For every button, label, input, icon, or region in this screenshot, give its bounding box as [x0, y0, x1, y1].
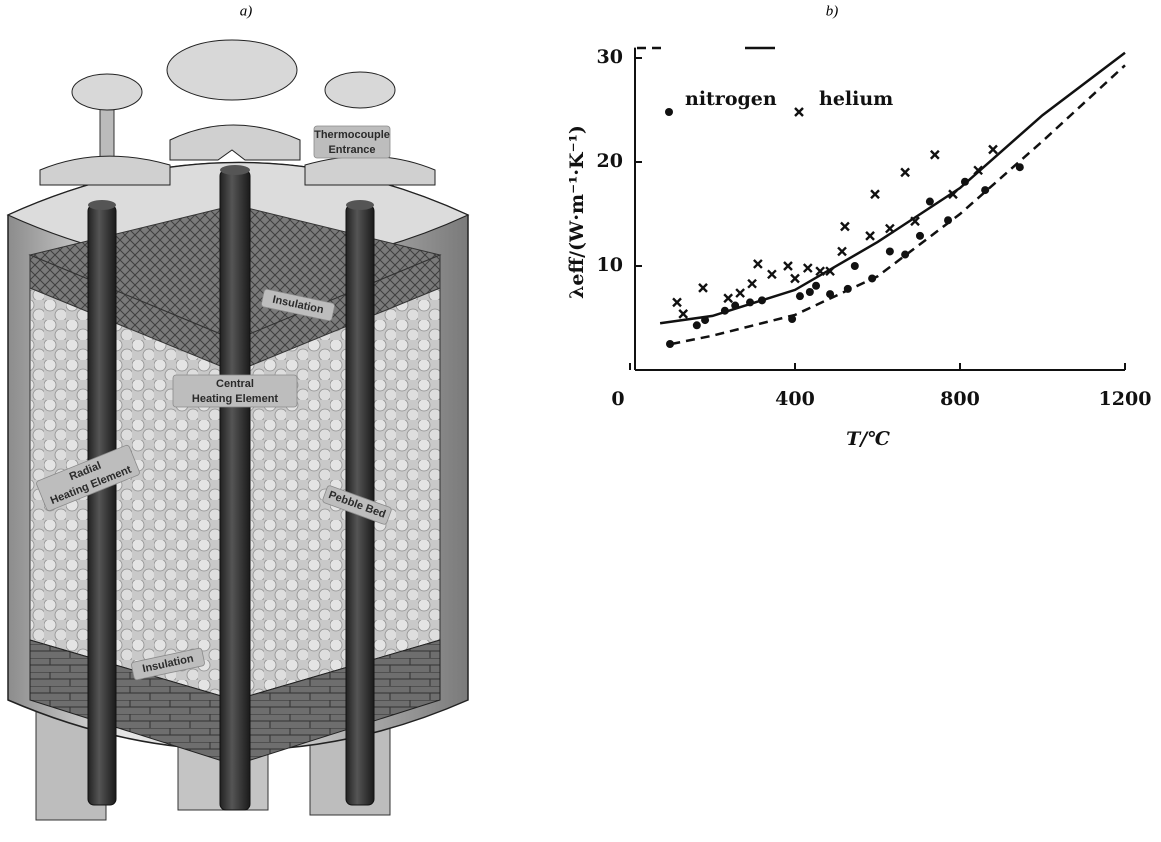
panel-label: a) — [240, 3, 253, 19]
data-point — [795, 292, 804, 301]
data-point — [840, 221, 850, 232]
data-point — [981, 186, 990, 195]
data-point — [865, 230, 875, 241]
data-point — [788, 315, 797, 324]
x-tick-label: 0 — [611, 388, 624, 410]
fit-line — [659, 51, 1126, 325]
legend-label: helium — [819, 88, 893, 110]
data-point — [825, 266, 835, 277]
diagram-label: Central Heating Element — [172, 374, 298, 408]
data-point — [944, 216, 953, 225]
data-point — [900, 167, 910, 178]
data-point — [666, 340, 675, 348]
data-point — [843, 284, 852, 293]
data-point — [790, 273, 800, 284]
panel-label: b) — [826, 3, 839, 19]
data-point — [901, 250, 910, 259]
data-point — [925, 197, 934, 206]
x-tick-label: 1200 — [1099, 388, 1152, 410]
data-point — [885, 247, 894, 256]
data-point — [767, 269, 777, 280]
data-point — [747, 278, 757, 289]
data-point — [815, 266, 826, 277]
legend-marker — [665, 108, 673, 116]
x-tick-label: 400 — [775, 388, 815, 410]
x-axis-label: T/℃ — [846, 428, 890, 450]
diagram-label: Insulation — [131, 647, 205, 681]
data-point — [850, 262, 859, 270]
data-point — [973, 165, 983, 176]
data-point — [885, 223, 895, 234]
label-line: Heating Element — [192, 393, 279, 405]
diagram-label: Insulation — [261, 288, 335, 322]
data-point — [910, 216, 920, 227]
data-point — [826, 290, 835, 299]
reactor-diagram — [6, 39, 470, 821]
data-point — [802, 263, 813, 273]
data-point — [929, 149, 940, 160]
data-point — [753, 259, 763, 269]
data-point — [698, 282, 708, 293]
data-point — [812, 281, 821, 290]
data-point — [1015, 163, 1024, 172]
legend-marker — [794, 107, 804, 117]
x-tick-label: 800 — [940, 388, 980, 410]
label-line: Central — [216, 378, 254, 390]
data-point — [805, 288, 814, 296]
data-point — [723, 293, 734, 304]
y-tick-label: 20 — [597, 150, 623, 172]
y-tick-label: 30 — [597, 46, 623, 68]
data-point — [692, 321, 701, 330]
data-point — [948, 189, 958, 200]
data-point — [868, 274, 877, 283]
data-point — [783, 261, 793, 271]
diagram-label: Thermocouple Entrance — [313, 125, 391, 159]
label-line: Entrance — [328, 144, 375, 156]
data-point — [678, 308, 689, 319]
data-point — [837, 246, 847, 257]
data-point — [870, 189, 880, 200]
y-axis-label: λeff/(W·m⁻¹·K⁻¹) — [566, 125, 588, 299]
data-point — [672, 297, 682, 308]
data-point — [735, 288, 745, 298]
legend-label: nitrogen — [685, 88, 777, 110]
y-tick-label: 10 — [597, 254, 623, 276]
data-point — [915, 231, 924, 240]
chart: 10 20 30 0 400 800 1200 T/℃ λeff/(W·m⁻¹·K⁻¹) nitr… — [566, 46, 1151, 450]
data-point — [988, 144, 998, 155]
fit-line — [671, 64, 1126, 346]
label-line: Thermocouple — [314, 129, 390, 141]
